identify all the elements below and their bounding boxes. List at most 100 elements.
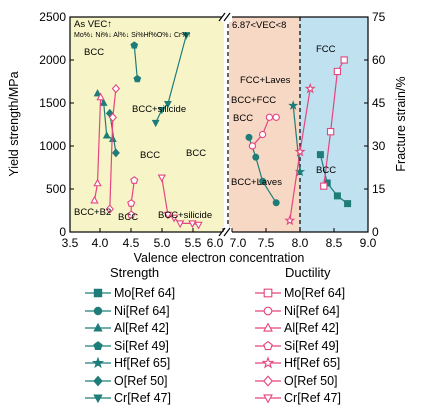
ductility-point [175,220,185,229]
legend-label: Al[Ref 42] [114,321,169,335]
y-tick-left: 1500 [39,96,74,110]
strength-point [130,41,139,49]
legend-item-ductility: Cr[Ref 47] [254,389,341,407]
legend-item-ductility: Mo[Ref 64] [254,284,345,302]
legend-label: Al[Ref 42] [284,321,339,335]
annotation-fcc-laves: FCC+Laves [240,75,291,86]
strength-point [93,89,102,97]
svg-text:5.5: 5.5 [185,236,202,250]
region-label-middle: 6.87<VEC<8 [232,20,286,31]
legend-marker [261,356,275,369]
legend-label: O[Ref 50] [114,373,168,388]
svg-text:2500: 2500 [39,10,66,24]
ductility-point [163,211,173,220]
legend-label: Ni[Ref 64] [284,303,340,318]
strength-point [272,199,280,207]
legend-item-ductility: Ni[Ref 64] [254,302,340,320]
ductility-point [93,178,102,187]
legend-marker-icon [255,322,281,332]
x-tick: 4.5 [123,228,140,250]
legend-marker-icon [255,340,281,350]
ductility-point [127,199,136,207]
annotation-bcc-5: BCC [233,113,253,124]
x-tick: 7.5 [258,228,275,250]
svg-text:2000: 2000 [39,53,66,67]
chart: 3.5 4.0 4.5 5.0 5.5 6.0 7.0 7.5 8.0 8.5 … [7,10,408,264]
strength-point [102,131,111,139]
svg-text:7.0: 7.0 [230,236,247,250]
x-tick: 6.0 [207,228,224,250]
legend-marker [93,306,103,315]
legend-marker [93,394,103,404]
legend-item-strength: Al[Ref 42] [84,319,169,337]
legend-marker [263,322,273,332]
legend-label: Ni[Ref 64] [114,303,170,318]
region-bcc-fcc [229,17,300,232]
legend-marker-icon [85,394,111,404]
svg-text:500: 500 [46,182,66,196]
legend-marker [93,288,103,298]
strength-point [157,106,166,115]
ductility-point [111,83,121,94]
x-tick: 4.0 [92,228,109,250]
svg-text:9.0: 9.0 [360,236,377,250]
legend-item-strength: Mo[Ref 64] [84,284,175,302]
ductility-series [248,113,280,150]
annotation-bcc-3: BCC [140,150,160,161]
ductility-point [157,174,166,183]
legend-header-strength: Strength [110,265,160,280]
strength-point [333,192,341,200]
ductility-point [258,130,267,139]
y-tick-left: 2500 [39,10,74,24]
ductility-point [265,113,274,121]
legend-item-ductility: Si[Ref 49] [254,337,339,355]
svg-text:0: 0 [59,225,66,239]
ductility-point [90,195,99,204]
legend-item-strength: Si[Ref 49] [84,337,169,355]
ductility-point [340,56,348,64]
x-tick: 9.0 [360,228,377,250]
ductility-point [333,67,342,76]
top-note-sub: Mo%↓ Ni%↓ Al%↓ Si%Hf%O%↓ Cr%↑ [74,32,191,39]
x-tick: 8.5 [326,228,343,250]
svg-text:0: 0 [372,225,379,239]
y-tick-right: 15 [364,182,386,196]
svg-text:7.5: 7.5 [258,236,275,250]
ductility-point [194,221,203,230]
y-axis-right-label: Fracture strain/% [394,76,408,171]
legend-marker-icon [255,306,281,315]
strength-series [130,41,142,83]
legend-marker [263,288,273,298]
legend: Strength Ductility Mo[Ref 64] Ni[Ref 64] A… [0,264,430,408]
x-tick: 8.0 [292,228,309,250]
strength-point [151,119,160,128]
legend-label: Cr[Ref 47] [114,391,171,405]
svg-text:4.0: 4.0 [92,236,109,250]
annotation-bcc-silicide-2: BCC+silicide [158,210,212,221]
svg-text:3.5: 3.5 [62,236,79,250]
legend-label: Mo[Ref 64] [114,286,176,300]
legend-item-ductility: Hf[Ref 65] [254,354,340,372]
legend-marker-icon [255,374,281,387]
svg-text:4.5: 4.5 [123,236,140,250]
y-tick-left: 1000 [39,139,74,153]
annotations: As VEC↑ Mo%↓ Ni%↓ Al%↓ Si%Hf%O%↓ Cr%↑ 6.… [74,19,336,223]
svg-text:8.0: 8.0 [292,236,309,250]
annotation-bcc-b2: BCC+B2 [74,207,111,218]
svg-text:15: 15 [372,182,386,196]
annotation-bcc-fcc: BCC+FCC [231,95,276,106]
x-tick: 7.0 [230,228,247,250]
ductility-point [248,142,257,150]
strength-point [163,100,172,109]
y-tick-right: 60 [364,53,386,67]
legend-item-strength: Ni[Ref 64] [84,302,170,320]
strength-point [316,151,324,159]
legend-marker-icon [85,340,111,350]
legend-label: O[Ref 50] [284,373,338,388]
annotation-bcc-2: BCC [118,212,138,223]
legend-label: Si[Ref 49] [284,338,339,353]
svg-text:1500: 1500 [39,96,66,110]
y-tick-left: 500 [46,182,74,196]
annotation-bcc-4: BCC [186,148,206,159]
ductility-point [105,204,114,214]
